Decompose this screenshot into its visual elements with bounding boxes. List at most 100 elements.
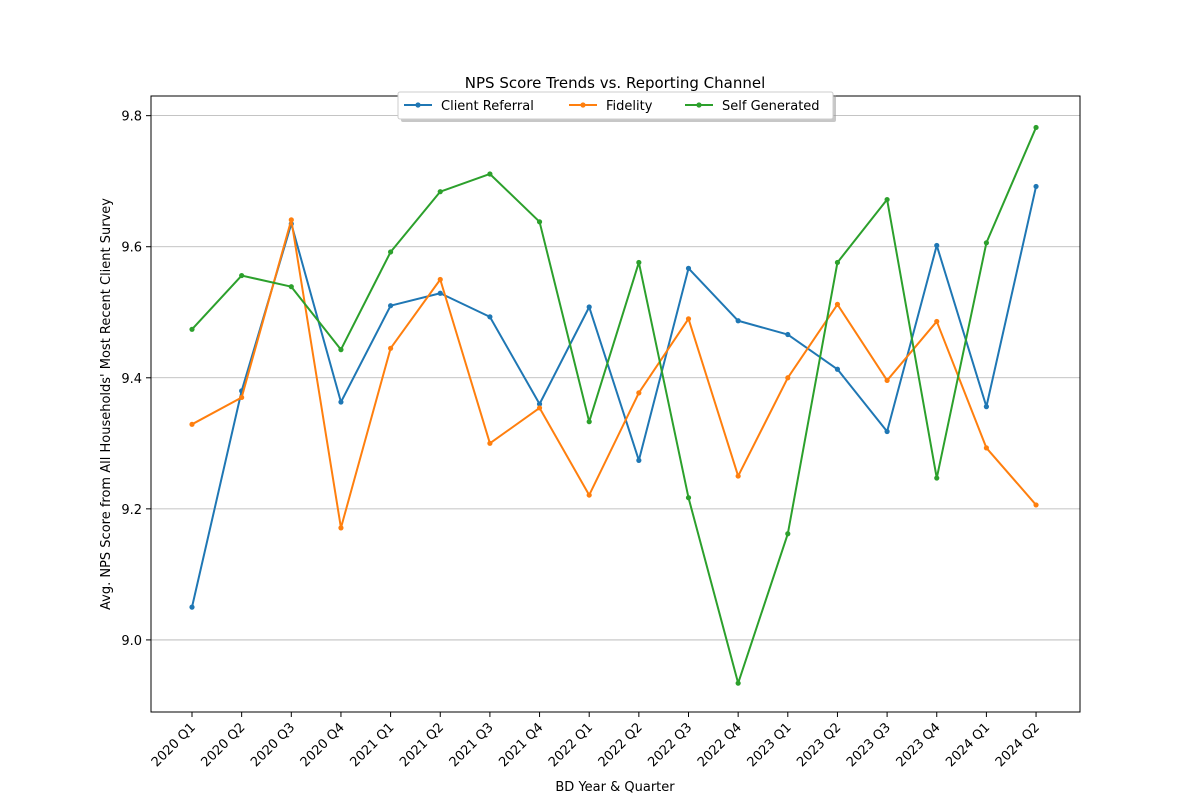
series-line-self-generated (191, 127, 1037, 685)
legend-box (397, 91, 834, 120)
y-axis-title: Avg. NPS Score from All Households' Most… (99, 198, 114, 610)
data-point-self-generated (388, 249, 394, 255)
legend-item-client-referral: Client Referral (404, 99, 534, 114)
x-axis: 2020 Q1 2020 Q2 2020 Q3 2020 Q4 2021 Q1 2021 … (149, 712, 1043, 770)
x-tick-label: 2020 Q3 (248, 720, 298, 770)
data-point-client-referral (735, 318, 741, 324)
series-line-fidelity (191, 218, 1037, 529)
data-point-client-referral (834, 366, 841, 372)
legend-label-self-generated: Self Generated (722, 99, 820, 114)
data-point-client-referral (338, 399, 344, 405)
series-layer (189, 124, 1039, 686)
x-tick-label: 2022 Q2 (596, 720, 646, 770)
data-point-fidelity (338, 525, 344, 531)
y-axis: 9.0 9.2 9.4 9.6 9.8 (121, 110, 151, 649)
x-tick-label: 2022 Q1 (546, 720, 596, 770)
data-point-client-referral (388, 303, 394, 309)
data-point-fidelity (388, 345, 394, 351)
data-point-self-generated (189, 326, 195, 332)
data-point-client-referral (536, 401, 543, 407)
x-tick-label: 2022 Q3 (645, 720, 695, 770)
series-client-referral (189, 183, 1039, 610)
data-point-client-referral (685, 265, 692, 271)
chart-title: NPS Score Trends vs. Reporting Channel (465, 74, 765, 92)
data-point-fidelity (288, 217, 294, 223)
x-tick-label: 2023 Q4 (894, 720, 944, 770)
x-tick-label: 2021 Q3 (447, 720, 497, 770)
series-self-generated (189, 124, 1039, 686)
x-tick-label: 2020 Q4 (298, 720, 348, 770)
data-point-fidelity (983, 445, 990, 451)
data-point-fidelity (685, 316, 692, 322)
data-point-self-generated (834, 259, 841, 266)
data-point-self-generated (735, 680, 741, 686)
x-tick-label: 2021 Q4 (496, 720, 546, 770)
data-point-fidelity (239, 394, 245, 401)
data-point-self-generated (437, 189, 443, 195)
grid-layer (151, 115, 1080, 641)
data-point-fidelity (487, 440, 493, 446)
data-point-self-generated (884, 196, 890, 203)
y-tick-label: 9.6 (121, 241, 142, 256)
series-line-client-referral (191, 186, 1038, 608)
data-point-client-referral (189, 604, 195, 610)
data-point-fidelity (536, 405, 543, 411)
data-point-self-generated (338, 347, 344, 353)
data-point-fidelity (586, 492, 592, 498)
data-point-client-referral (487, 314, 493, 320)
data-point-fidelity (437, 276, 443, 283)
data-point-client-referral (785, 331, 791, 338)
data-point-client-referral (934, 242, 940, 249)
data-point-self-generated (239, 272, 245, 279)
data-point-fidelity (785, 375, 791, 381)
x-tick-label: 2021 Q1 (347, 720, 397, 770)
data-point-fidelity (735, 473, 741, 479)
data-point-fidelity (884, 377, 890, 384)
data-point-self-generated (1033, 124, 1039, 131)
data-point-self-generated (983, 240, 990, 246)
data-point-client-referral (983, 404, 990, 410)
data-point-fidelity (834, 301, 841, 307)
data-point-client-referral (636, 457, 642, 463)
data-point-fidelity (636, 390, 642, 396)
y-tick-label: 9.2 (121, 503, 142, 518)
data-point-self-generated (685, 495, 692, 501)
legend-marker-self-generated (696, 102, 702, 108)
data-point-client-referral (1033, 183, 1039, 190)
x-tick-label: 2024 Q1 (943, 720, 993, 770)
data-point-self-generated (536, 219, 543, 225)
legend-marker-fidelity (580, 102, 586, 108)
x-tick-label: 2023 Q1 (745, 720, 795, 770)
y-tick-label: 9.8 (121, 110, 142, 125)
x-tick-label: 2024 Q2 (993, 720, 1043, 770)
data-point-client-referral (884, 428, 890, 435)
y-tick-label: 9.0 (121, 634, 142, 649)
data-point-self-generated (785, 531, 791, 537)
data-point-fidelity (934, 318, 940, 325)
legend-item-fidelity: Fidelity (569, 99, 653, 114)
plot-area-frame (150, 95, 1081, 713)
x-tick-label: 2022 Q4 (695, 720, 745, 770)
legend-label-fidelity: Fidelity (606, 99, 653, 114)
data-point-self-generated (288, 284, 294, 290)
data-point-self-generated (636, 259, 642, 266)
data-point-client-referral (437, 290, 443, 296)
x-tick-label: 2023 Q3 (844, 720, 894, 770)
data-point-self-generated (487, 171, 493, 177)
data-point-fidelity (189, 421, 195, 427)
data-point-self-generated (586, 419, 592, 425)
legend: Client Referral Fidelity Self Generated (397, 91, 836, 122)
data-point-fidelity (1033, 502, 1039, 508)
x-tick-label: 2023 Q2 (794, 720, 844, 770)
x-tick-label: 2021 Q2 (397, 720, 447, 770)
x-tick-label: 2020 Q2 (198, 720, 248, 770)
series-fidelity (189, 217, 1039, 531)
y-tick-label: 9.4 (121, 372, 142, 387)
x-tick-label: 2020 Q1 (149, 720, 199, 770)
legend-label-client-referral: Client Referral (441, 99, 534, 114)
x-axis-title: BD Year & Quarter (555, 780, 675, 795)
legend-marker-client-referral (415, 102, 421, 108)
data-point-client-referral (586, 304, 592, 310)
